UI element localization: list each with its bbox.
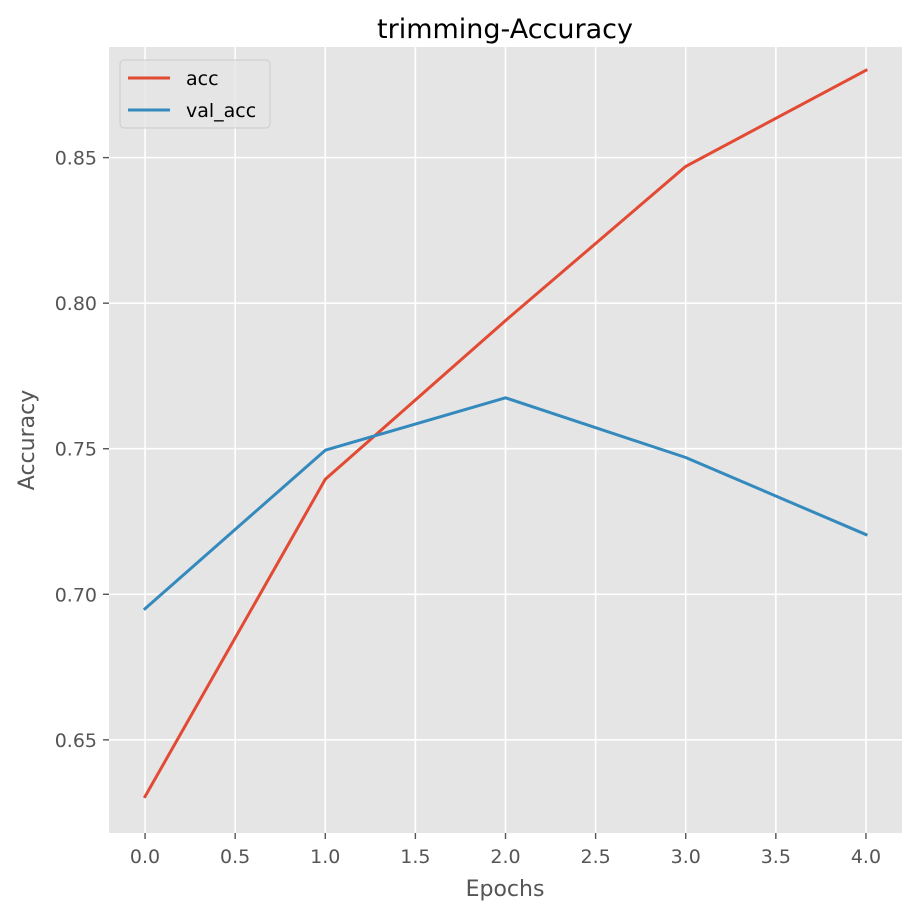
y-axis-label: Accuracy: [15, 390, 40, 490]
x-tick-label: 0.5: [220, 846, 250, 868]
x-tick-label: 2.0: [490, 846, 520, 868]
y-tick-label: 0.65: [55, 730, 97, 752]
y-tick-label: 0.80: [55, 293, 97, 315]
y-tick-label: 0.70: [55, 584, 97, 606]
legend-label-val-acc: val_acc: [186, 100, 256, 122]
series-line-val-acc: [142, 396, 868, 611]
x-tick-label: 0.0: [130, 846, 160, 868]
legend-label-acc: acc: [186, 68, 219, 90]
x-tick-label: 4.0: [851, 846, 881, 868]
y-axis-ticks: 0.65 0.70 0.75 0.80 0.85: [55, 148, 109, 752]
chart-title: trimming-Accuracy: [377, 14, 633, 45]
x-tick-label: 1.5: [400, 846, 430, 868]
x-tick-label: 3.5: [761, 846, 791, 868]
grid: [109, 47, 902, 833]
x-axis-ticks: 0.0 0.5 1.0 1.5 2.0 2.5 3.0 3.5 4.0: [130, 833, 881, 868]
x-tick-label: 2.5: [581, 846, 611, 868]
series-lines: [142, 68, 869, 799]
x-tick-label: 1.0: [310, 846, 340, 868]
y-tick-label: 0.75: [55, 439, 97, 461]
x-axis-label: Epochs: [466, 877, 545, 902]
series-line-acc: [142, 68, 869, 799]
y-tick-label: 0.85: [55, 148, 97, 170]
legend: acc val_acc: [119, 59, 271, 129]
x-tick-label: 3.0: [671, 846, 701, 868]
